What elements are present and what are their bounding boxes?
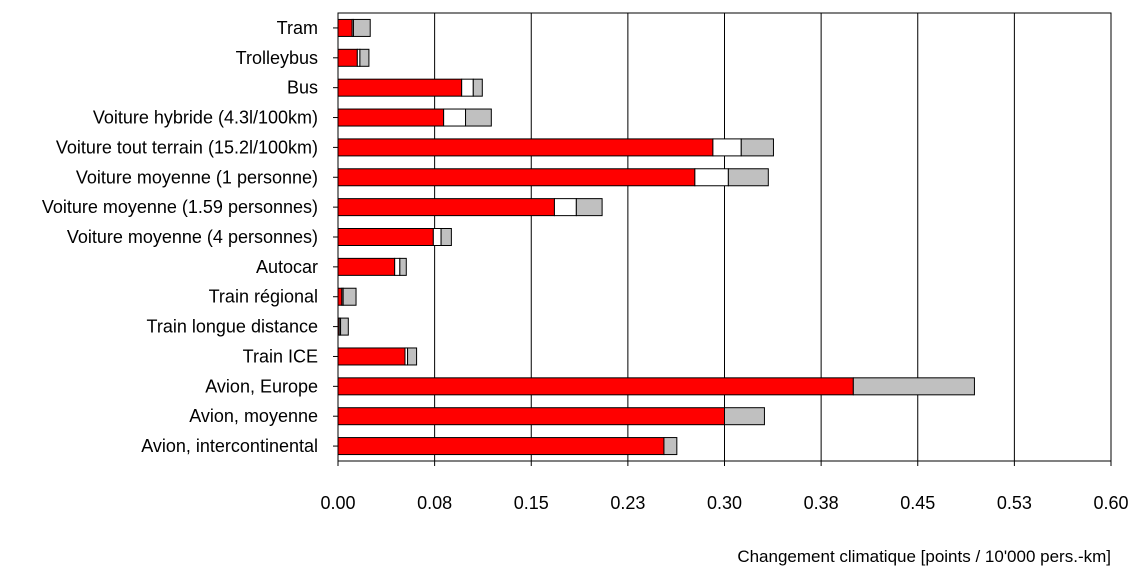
- category-label: Tram: [277, 18, 318, 38]
- category-label: Train longue distance: [147, 317, 318, 337]
- category-label: Voiture moyenne (4 personnes): [67, 227, 318, 247]
- category-label: Avion, Europe: [205, 376, 318, 396]
- bar-segment: [472, 78, 483, 97]
- x-tick-labels: 0.00 0.08 0.15 0.23 0.30 0.38 0.45 0.53 0.60: [320, 493, 1128, 513]
- x-tick-label: 0.30: [707, 493, 742, 513]
- x-tick-label: 0.38: [804, 493, 839, 513]
- category-label: Voiture tout terrain (15.2l/100km): [56, 137, 318, 157]
- bar-segment: [394, 257, 401, 276]
- category-label: Train ICE: [243, 346, 318, 366]
- bar-segment: [740, 138, 774, 157]
- bar-segment: [337, 407, 725, 426]
- bar-segment: [337, 377, 854, 396]
- category-label: Voiture moyenne (1 personne): [76, 167, 318, 187]
- bar-segment: [352, 18, 371, 37]
- bar-segment: [337, 138, 714, 157]
- category-label: Voiture moyenne (1.59 personnes): [42, 197, 318, 217]
- category-label: Autocar: [256, 257, 318, 277]
- bar-segment: [342, 287, 357, 306]
- bar-segment: [337, 108, 445, 127]
- category-label: Bus: [287, 78, 318, 98]
- bar-segment: [337, 437, 665, 456]
- bar-segment: [852, 377, 975, 396]
- bar-segment: [461, 78, 474, 97]
- category-label: Avion, moyenne: [189, 406, 318, 426]
- bar-segment: [399, 257, 407, 276]
- bar-segment: [575, 198, 603, 217]
- bar-segment: [694, 168, 729, 187]
- category-labels: Tram Trolleybus Bus Voiture hybride (4.3l/1…: [42, 18, 318, 456]
- bar-segment: [553, 198, 577, 217]
- bar-segment: [337, 18, 353, 37]
- x-axis-title: Changement climatique [points / 10'000 p…: [737, 547, 1111, 566]
- bar-segment: [340, 317, 349, 336]
- bar-segment: [337, 48, 358, 67]
- bar-segment: [443, 108, 467, 127]
- category-label: Voiture hybride (4.3l/100km): [93, 108, 318, 128]
- bar-segment: [663, 437, 678, 456]
- category-label: Avion, intercontinental: [141, 436, 318, 456]
- bar-segment: [337, 78, 463, 97]
- x-tick-label: 0.00: [320, 493, 355, 513]
- bar-segment: [407, 347, 418, 366]
- bar-segment: [359, 48, 370, 67]
- bar-segment: [337, 347, 406, 366]
- x-tick-label: 0.15: [514, 493, 549, 513]
- bar-segment: [432, 228, 442, 246]
- bar-segment: [337, 198, 555, 217]
- x-tick-label: 0.53: [997, 493, 1032, 513]
- bar-segment: [465, 108, 492, 127]
- x-tick-label: 0.45: [900, 493, 935, 513]
- bar-segment: [337, 287, 343, 306]
- bar-segment: [724, 407, 765, 426]
- bar-segment: [712, 138, 742, 157]
- gridlines: [434, 13, 1112, 461]
- axes: [333, 12, 1112, 466]
- bar-segment: [727, 168, 769, 187]
- bar-segment: [337, 257, 396, 276]
- bar-segment: [337, 228, 434, 246]
- category-label: Trolleybus: [236, 48, 318, 68]
- x-tick-label: 0.08: [417, 493, 452, 513]
- category-label: Train régional: [209, 287, 318, 307]
- bar-segment: [337, 168, 696, 187]
- bars: [337, 18, 975, 456]
- x-tick-label: 0.23: [610, 493, 645, 513]
- x-tick-label: 0.60: [1093, 493, 1128, 513]
- bar-segment: [440, 228, 452, 246]
